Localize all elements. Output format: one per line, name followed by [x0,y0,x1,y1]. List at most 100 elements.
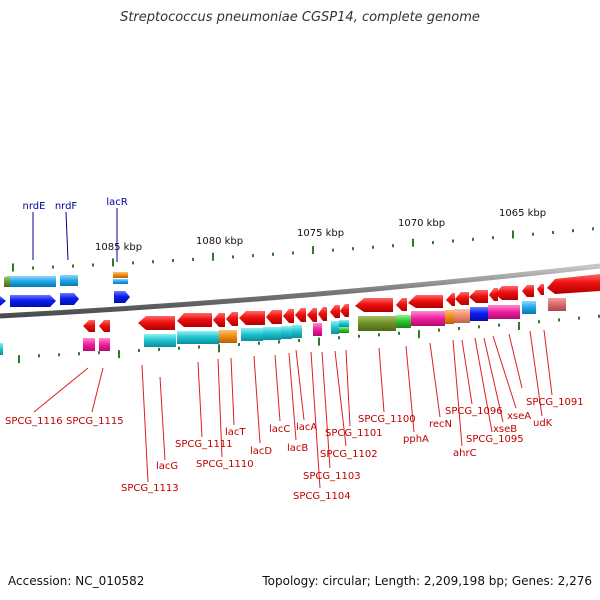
scale-labels: 1085 kbp 1080 kbp 1075 kbp 1070 kbp 1065… [95,208,546,253]
gene-lacD-cog [241,328,263,341]
gene-lacG-cog [177,331,219,344]
scale-tick [192,257,194,261]
scale-tick [172,259,174,263]
scale-tick [432,241,434,245]
scale-tick [12,263,14,272]
scale-tick [118,350,120,359]
gene-SPCG_1101-cog2 [339,327,349,333]
gene-lacR-cog2 [113,279,128,284]
gene-lacD [239,311,265,325]
scale-tick [272,252,274,256]
gene-SPCG_1110-cog [219,330,237,343]
gene-lacR [114,291,130,303]
label-SPCG_1091: SPCG_1091 [526,397,584,408]
gene-SPCG_1111 [213,313,225,327]
scale-tick [338,336,340,340]
scale-tick [358,334,360,338]
scale-tick [18,355,20,364]
scale-tick [52,265,54,269]
scale-tick [332,248,334,252]
gene-lacC [266,310,282,324]
gene-SPCG_1095-cog [470,307,488,321]
gene-lacA-cog [292,325,302,338]
gene-SPCG_1113 [138,316,175,330]
label-lacA: lacA [296,422,317,433]
gene-xseA-cog [488,305,520,319]
gene-SPCG_1091-cog [548,298,566,311]
genome-backbone [0,263,600,319]
gene-nrdE-cog [6,276,56,287]
gene-SPCG_1115 [99,320,110,332]
label-SPCG_1096: SPCG_1096 [445,406,503,417]
reverse-label-lines [33,329,553,489]
scale-tick [572,229,574,233]
scale-tick [472,237,474,241]
label-SPCG_1113: SPCG_1113 [121,483,179,494]
label-SPCG_1100: SPCG_1100 [358,414,416,425]
scale-tick [592,227,594,231]
scale-tick [38,354,40,358]
gene-SPCG_1091 [547,274,600,294]
label-SPCG_1095: SPCG_1095 [466,434,524,445]
gene-SPCG_1104 [307,308,317,322]
reverse-gene-labels: SPCG_1116 SPCG_1115 SPCG_1113 lacG SPCG_… [5,397,584,502]
gene-udK-cog [522,301,536,314]
scale-tick [298,339,300,343]
gene-ahrC-cog [445,310,454,324]
gene-lacT [226,312,238,326]
label-xseB: xseB [493,424,517,435]
scale-tick [498,323,500,327]
label-SPCG_1101: SPCG_1101 [325,428,383,439]
gene-lacC-cog [263,327,281,340]
tick-label-1080: 1080 kbp [196,236,243,247]
scale-tick [412,238,414,247]
tick-label-1065: 1065 kbp [499,208,546,219]
gene-recN-cog [411,311,445,326]
scale-tick [478,325,480,329]
gene-nrdF-cog [60,275,78,286]
scale-tick [218,344,220,353]
gene-nrdF [60,293,79,305]
gene-lacB-cog [281,326,292,339]
gene-xseB [489,288,498,301]
label-pphA: pphA [403,434,429,445]
scale-tick [78,352,80,356]
scale-tick [72,264,74,268]
label-lacG: lacG [156,461,178,472]
gene-SPCG_1101-cog [339,320,349,327]
scale-tick [278,340,280,344]
scale-tick [252,254,254,258]
label-lacD: lacD [250,446,272,457]
gene-lacG [177,313,212,327]
gene-pphA-cog [396,315,411,328]
tick-label-1070: 1070 kbp [398,218,445,229]
label-nrdE: nrdE [23,201,46,212]
scale-tick [458,326,460,330]
genome-summary-text: Topology: circular; Length: 2,209,198 bp… [262,574,592,588]
label-SPCG_1116: SPCG_1116 [5,416,63,427]
label-udK: udK [533,418,553,429]
scale-tick [232,255,234,259]
scale-tick [292,251,294,255]
scale-tick [352,247,354,251]
scale-tick [112,258,114,267]
label-ahrC: ahrC [453,448,477,459]
scale-tick [318,337,320,346]
scale-tick [32,266,34,270]
reverse-strand-genes [0,274,600,355]
gene-nrdE-small [4,277,10,287]
gene-far-left-cog [0,343,3,355]
gene-SPCG_1116 [83,320,95,332]
label-SPCG_1111: SPCG_1111 [175,439,233,450]
scale-tick [198,345,200,349]
label-SPCG_1115: SPCG_1115 [66,416,124,427]
gene-SPCG_1100 [355,298,393,312]
gene-recN [408,295,443,308]
scale-tick [132,261,134,265]
scale-tick [238,343,240,347]
gene-SPCG_1095 [469,290,488,303]
gene-SPCG_1096-cog [454,309,470,323]
scale-tick [178,346,180,350]
scale-tick [372,245,374,249]
